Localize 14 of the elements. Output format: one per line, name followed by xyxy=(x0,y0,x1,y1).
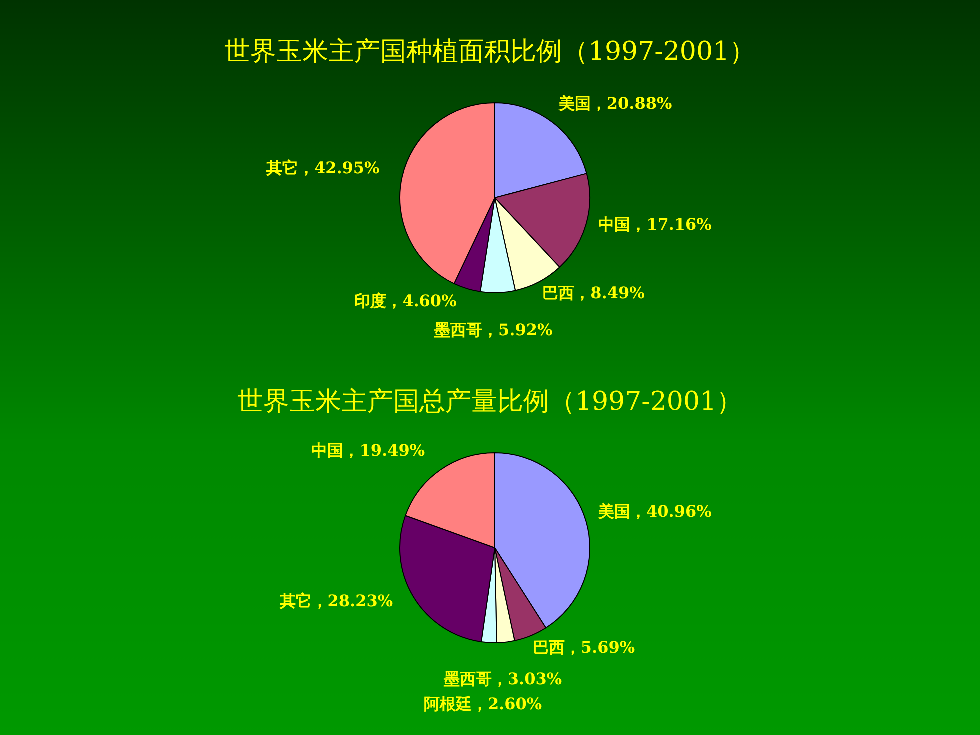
slice-label: 美国，40.96% xyxy=(597,502,712,521)
slice-label: 墨西哥，5.92% xyxy=(434,320,553,340)
slice-label: 墨西哥，3.03% xyxy=(442,670,562,689)
chart-title: 世界玉米主产国总产量比例（1997-2001） xyxy=(236,386,744,418)
slice-label: 中国，19.49% xyxy=(312,441,426,460)
slice-label: 中国，17.16% xyxy=(598,214,712,234)
slice-label: 巴西，5.69% xyxy=(532,638,636,658)
slice-label: 阿根廷，2.60% xyxy=(424,694,542,714)
slice-label: 巴西，8.49% xyxy=(542,283,645,302)
slice-label: 印度，4.60% xyxy=(354,292,457,311)
chart-title: 世界玉米主产国种植面积比例（1997-2001） xyxy=(223,36,757,68)
slice-label: 其它，42.95% xyxy=(265,158,380,178)
slice-label: 其它，28.23% xyxy=(278,592,394,611)
slice-label: 美国，20.88% xyxy=(558,94,672,113)
